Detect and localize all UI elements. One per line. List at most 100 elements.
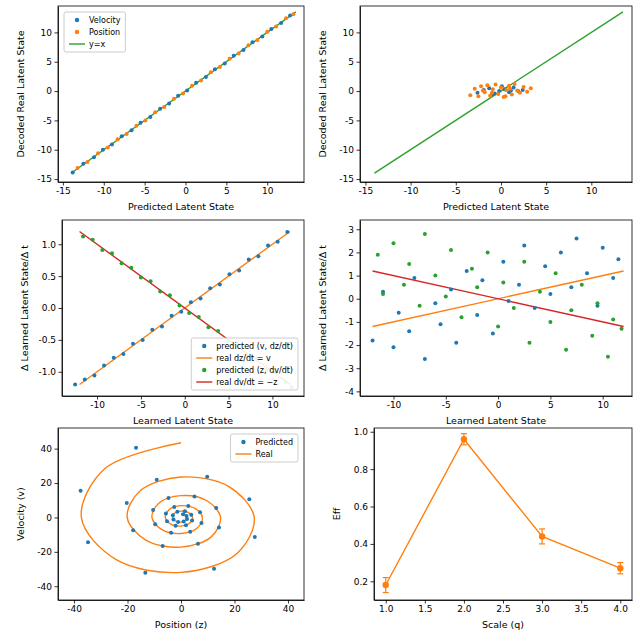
- point: [176, 94, 180, 98]
- x-axis: -15-10-50510: [359, 182, 633, 196]
- point: [475, 91, 479, 95]
- legend-item: Position: [75, 28, 120, 37]
- x-axis-tick-mark: [446, 396, 447, 400]
- point: [155, 478, 159, 482]
- x-axis-tick-mark: [503, 600, 504, 604]
- y-axis-tick-mark: [55, 62, 59, 63]
- y-axis-tick: -40: [37, 582, 58, 592]
- y-axis-tick: 5: [46, 57, 58, 67]
- point: [134, 446, 138, 450]
- point: [496, 325, 500, 329]
- x-axis-tick: -10: [404, 182, 419, 196]
- point: [139, 121, 143, 125]
- y-axis-tick-label: -5: [43, 116, 52, 126]
- y-axis-tick-mark: [55, 483, 59, 484]
- y-axis-title: Velocity (v): [15, 487, 26, 540]
- legend-box: [191, 338, 298, 390]
- y-axis-tick-mark: [55, 150, 59, 151]
- x-axis-tick-label: 5: [548, 400, 554, 410]
- x-axis-tick: 4.0: [614, 600, 629, 614]
- point: [371, 338, 375, 342]
- point: [194, 81, 198, 85]
- legend-label: y=x: [89, 40, 105, 49]
- y-axis-line: [360, 221, 361, 397]
- y-axis-tick-label: 0: [348, 294, 354, 304]
- point: [407, 329, 411, 333]
- point: [167, 101, 171, 105]
- point: [182, 520, 186, 524]
- x-axis-tick-label: 0: [499, 186, 505, 196]
- frame: [360, 6, 632, 182]
- x-axis-tick: 3.0: [535, 600, 550, 614]
- point: [475, 313, 479, 317]
- y-axis-line: [62, 221, 63, 397]
- y-axis-tick-mark: [357, 179, 361, 180]
- y-axis-tick: -5: [43, 116, 58, 126]
- panel: -15-10-50510-15-10-50510Predicted Latent…: [15, 6, 305, 212]
- x-axis-tick-mark: [267, 182, 268, 186]
- y-axis-line: [374, 429, 375, 601]
- point: [585, 271, 589, 275]
- point: [381, 292, 385, 296]
- y-axis-tick-label: -1.0: [38, 367, 56, 377]
- point: [217, 526, 221, 530]
- point: [134, 124, 138, 128]
- point: [205, 475, 209, 479]
- point: [507, 299, 511, 303]
- point: [533, 306, 537, 310]
- y-axis-tick: 0.8: [354, 465, 374, 475]
- y-axis: -15-10-50510: [339, 7, 360, 185]
- error-bar-cap: [539, 528, 545, 529]
- figure: -15-10-50510-15-10-50510Predicted Latent…: [0, 0, 640, 643]
- x-axis-tick: 1.0: [379, 600, 394, 614]
- point: [475, 285, 479, 289]
- point: [200, 521, 204, 525]
- point: [276, 240, 280, 244]
- y-axis-tick: -15: [37, 174, 58, 184]
- y-axis-tick-label: 40: [41, 444, 53, 454]
- point: [554, 271, 558, 275]
- point: [595, 301, 599, 305]
- y-axis-tick-mark: [55, 91, 59, 92]
- y-axis-tick-label: 0.4: [354, 539, 369, 549]
- plot-area: [374, 12, 623, 173]
- y-axis-tick-mark: [357, 391, 361, 392]
- y-axis-tick-mark: [59, 276, 63, 277]
- x-axis-tick-mark: [288, 600, 289, 604]
- plot-area: [371, 232, 624, 361]
- y-axis-tick-mark: [59, 308, 63, 309]
- x-axis-tick-mark: [128, 600, 129, 604]
- point: [279, 21, 283, 25]
- x-axis-tick-label: 10: [586, 186, 598, 196]
- line: [374, 12, 623, 173]
- y-axis-tick-label: -2: [345, 340, 354, 350]
- point: [129, 266, 133, 270]
- point: [153, 110, 157, 114]
- point: [527, 341, 531, 345]
- point: [227, 272, 231, 276]
- legend-label: real dv/dt = −z: [216, 378, 277, 387]
- y-axis-tick-mark: [357, 299, 361, 300]
- point: [470, 267, 474, 271]
- y-axis-tick-mark: [55, 586, 59, 587]
- point: [449, 248, 453, 252]
- x-axis-tick-label: 10: [597, 400, 609, 410]
- point: [242, 48, 246, 52]
- point: [110, 142, 114, 146]
- point: [501, 281, 505, 285]
- x-axis-tick: 2.5: [496, 600, 510, 614]
- y-axis-tick: -3: [345, 364, 360, 374]
- legend-item: real dv/dt = −z: [196, 378, 277, 387]
- x-axis-tick: 0: [179, 600, 185, 614]
- point: [468, 93, 472, 97]
- point: [260, 35, 264, 39]
- point: [120, 261, 124, 265]
- legend-swatch: [241, 440, 245, 444]
- point: [439, 322, 443, 326]
- point: [216, 329, 220, 333]
- error-bar: [539, 529, 545, 544]
- point: [247, 497, 251, 501]
- x-axis-tick: -5: [137, 396, 146, 410]
- x-axis-tick: 5: [548, 396, 554, 410]
- plot-area: [79, 443, 257, 575]
